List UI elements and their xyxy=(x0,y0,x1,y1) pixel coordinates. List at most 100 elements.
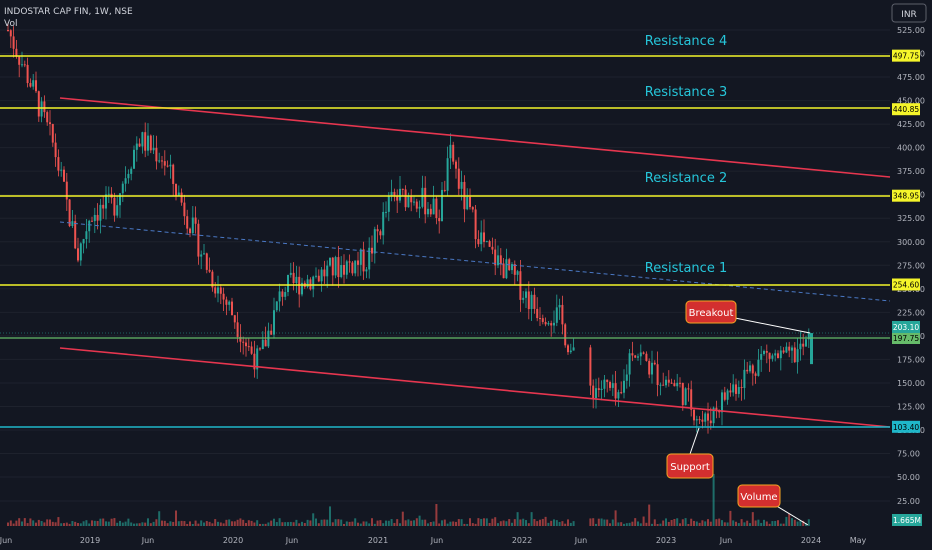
volume-bar xyxy=(704,521,707,526)
volume-bar xyxy=(43,522,46,526)
volume-bar xyxy=(564,523,567,526)
candle xyxy=(471,206,474,213)
candle xyxy=(359,248,362,276)
volume-bar xyxy=(427,523,429,526)
volume-bar xyxy=(550,520,553,526)
candle xyxy=(796,337,799,374)
volume-bar xyxy=(455,521,457,526)
volume-bar xyxy=(749,523,751,526)
candle xyxy=(480,220,483,252)
candle xyxy=(483,219,485,248)
volume-bar xyxy=(485,518,488,526)
time-axis[interactable]: Jun 2019 Jun 2020 Jun 2021 Jun 2022 Jun 2023 Jun 20… xyxy=(0,536,867,545)
volume-bar xyxy=(415,518,418,526)
candle xyxy=(194,206,197,234)
candle xyxy=(550,320,553,337)
volume-bar xyxy=(413,520,415,526)
candle xyxy=(37,90,40,122)
volume-bar xyxy=(525,520,527,526)
candle xyxy=(488,239,491,248)
candle xyxy=(729,382,732,397)
volume-bar xyxy=(547,522,550,526)
volume-bar xyxy=(687,523,690,526)
candle xyxy=(107,186,110,204)
volume-bar xyxy=(435,504,438,526)
candle xyxy=(757,349,760,377)
candle xyxy=(121,181,124,202)
price-tag: 103.40 xyxy=(892,420,920,433)
volume-bar xyxy=(57,517,60,526)
volume-bar xyxy=(203,522,205,526)
candle xyxy=(530,291,533,322)
candle xyxy=(329,257,331,267)
volume-bar xyxy=(219,522,222,526)
svg-text:103.40: 103.40 xyxy=(893,423,919,432)
volume-bar xyxy=(231,521,233,526)
volume-bar xyxy=(555,520,558,526)
candle xyxy=(735,378,737,401)
y-tick-label: 525.00 xyxy=(897,26,925,35)
candle xyxy=(777,350,779,359)
volume-bar xyxy=(735,521,737,526)
candle xyxy=(732,374,735,397)
candle xyxy=(133,145,135,170)
volume-bar xyxy=(614,510,617,526)
volume-bar xyxy=(788,513,791,526)
currency-button[interactable]: INR xyxy=(891,3,927,23)
candle xyxy=(410,189,413,212)
volume-bar xyxy=(656,523,659,526)
volume-bar xyxy=(284,522,287,526)
lower-trendline xyxy=(59,347,891,428)
volume-bar xyxy=(368,523,371,526)
candle xyxy=(186,209,189,235)
candle xyxy=(253,340,256,378)
volume-bar xyxy=(371,518,373,526)
volume-bar xyxy=(592,518,595,526)
candle xyxy=(211,269,214,292)
volume-bar xyxy=(298,523,301,526)
y-tick-label: 50.00 xyxy=(897,473,920,482)
volume-bar xyxy=(600,518,603,526)
breakout-candle xyxy=(810,333,813,365)
candle xyxy=(60,161,63,177)
volume-bar xyxy=(379,520,382,526)
y-tick-label: 325.00 xyxy=(897,214,925,223)
volume-bar xyxy=(382,523,385,526)
volume-bar xyxy=(256,520,259,526)
candle xyxy=(494,238,497,276)
price-axis[interactable]: 525.00500.00475.00450.00425.00400.00375.… xyxy=(892,26,925,526)
volume-bar xyxy=(533,519,536,526)
volume-bar xyxy=(718,518,721,526)
volume-bar xyxy=(497,523,499,526)
candle xyxy=(438,209,441,234)
candle xyxy=(116,196,119,218)
candle xyxy=(340,256,343,279)
candle xyxy=(163,150,166,176)
candle xyxy=(317,269,320,283)
volume-bar xyxy=(698,522,701,526)
candle xyxy=(564,322,567,348)
volume-bar xyxy=(138,523,141,526)
candle xyxy=(684,387,687,406)
candle xyxy=(270,324,273,335)
volume-bar xyxy=(390,519,393,526)
volume-bar xyxy=(65,522,68,526)
volume-bar xyxy=(681,519,684,526)
candle xyxy=(625,364,628,389)
candle xyxy=(231,297,233,316)
volume-bar xyxy=(457,519,460,526)
candle xyxy=(203,244,205,255)
price-tag: 254.60 xyxy=(892,278,920,291)
candle xyxy=(595,378,597,409)
candle xyxy=(452,141,455,165)
volume-bar xyxy=(35,522,37,526)
volume-bar xyxy=(214,519,217,526)
candle xyxy=(177,185,180,197)
x-tick-label: Jun xyxy=(574,536,588,545)
volume-bar xyxy=(7,522,9,526)
volume-bar xyxy=(782,523,785,526)
volume-bar xyxy=(320,519,323,526)
volume-bar xyxy=(273,518,275,526)
volume-bar xyxy=(180,520,183,526)
